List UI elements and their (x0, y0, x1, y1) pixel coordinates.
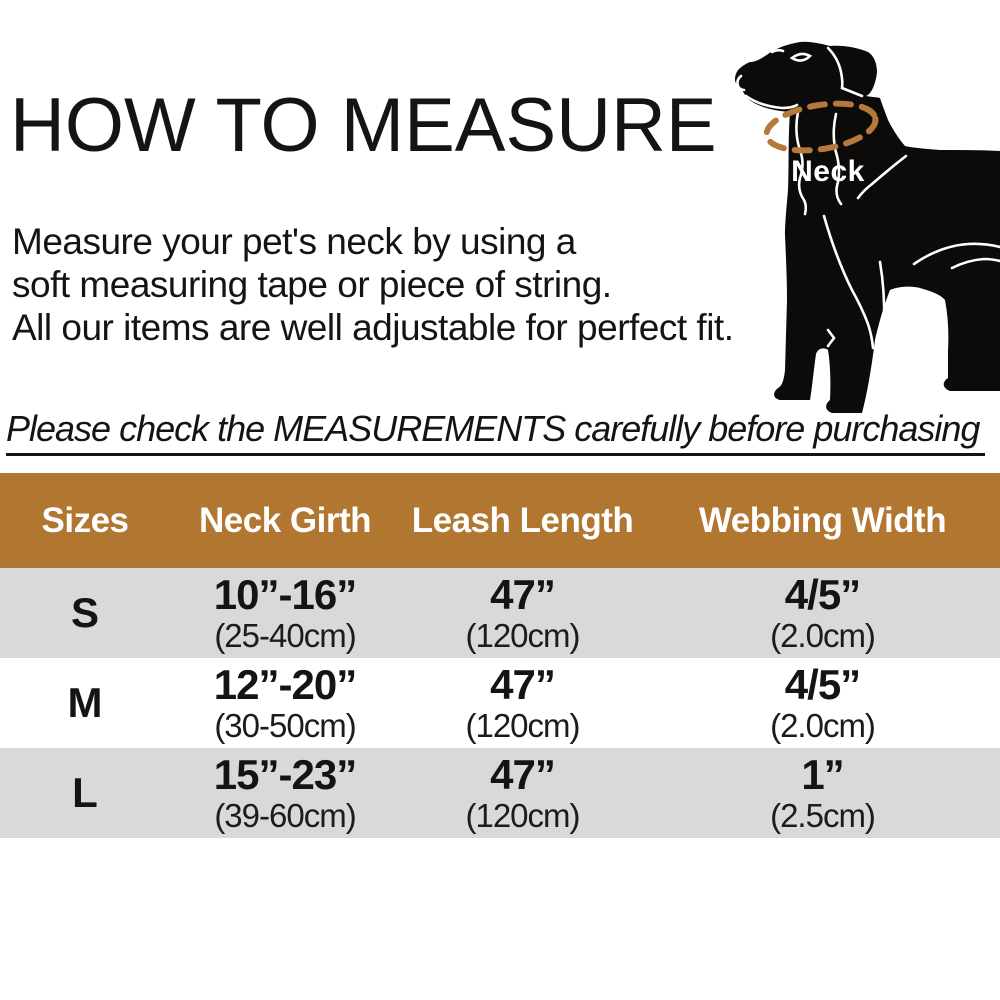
dog-detail-lines (736, 46, 1000, 350)
intro-line: All our items are well adjustable for pe… (12, 307, 734, 348)
table-cell: 15”-23” (39-60cm) (170, 748, 400, 838)
page-title: HOW TO MEASURE (10, 83, 717, 168)
value-inches: 10”-16” (213, 570, 357, 618)
value-inches: 1” (801, 750, 844, 798)
value-cm: (2.0cm) (770, 616, 876, 654)
size-label: S (70, 589, 99, 636)
table-cell: 4/5” (2.0cm) (645, 568, 1000, 658)
value-cm: (30-50cm) (214, 706, 356, 744)
table-cell: 4/5” (2.0cm) (645, 658, 1000, 748)
size-table: Sizes Neck Girth Leash Length Webbing Wi… (0, 473, 1000, 838)
value-cm: (25-40cm) (214, 616, 356, 654)
table-cell: 12”-20” (30-50cm) (170, 658, 400, 748)
table-header-row: Sizes Neck Girth Leash Length Webbing Wi… (0, 473, 1000, 568)
table-cell: 47” (120cm) (400, 568, 645, 658)
column-header-sizes: Sizes (41, 500, 130, 540)
dog-neck-measure-diagram: Neck (734, 41, 1000, 413)
column-header-webbing-width: Webbing Width (698, 500, 947, 540)
value-cm: (120cm) (465, 706, 580, 744)
value-inches: 4/5” (784, 660, 861, 708)
value-cm: (39-60cm) (214, 796, 356, 834)
intro-line: Measure your pet's neck by using a (12, 221, 576, 262)
value-cm: (120cm) (465, 796, 580, 834)
column-header-leash-length: Leash Length (411, 500, 634, 540)
neck-measure-ellipse (763, 100, 879, 154)
neck-label: Neck (791, 155, 865, 188)
size-label: L (72, 769, 98, 816)
value-inches: 12”-20” (213, 660, 357, 708)
value-inches: 47” (490, 660, 556, 708)
table-cell: 47” (120cm) (400, 748, 645, 838)
intro-text: Measure your pet's neck by using a soft … (12, 220, 734, 349)
table-row-size-l: L 15”-23” (39-60cm) 47” (120cm) 1” (2.5c… (0, 748, 1000, 838)
value-inches: 47” (490, 750, 556, 798)
table-cell: 1” (2.5cm) (645, 748, 1000, 838)
value-cm: (2.5cm) (770, 796, 876, 834)
measurement-notice: Please check the MEASUREMENTS carefully … (6, 408, 986, 456)
intro-line: soft measuring tape or piece of string. (12, 264, 612, 305)
value-cm: (2.0cm) (770, 706, 876, 744)
value-inches: 47” (490, 570, 556, 618)
value-cm: (120cm) (465, 616, 580, 654)
table-cell: 10”-16” (25-40cm) (170, 568, 400, 658)
table-row-size-s: S 10”-16” (25-40cm) 47” (120cm) 4/5” (2.… (0, 568, 1000, 658)
size-label: M (67, 679, 103, 726)
column-header-neck-girth: Neck Girth (199, 500, 372, 540)
table-row-size-m: M 12”-20” (30-50cm) 47” (120cm) 4/5” (2.… (0, 658, 1000, 748)
value-inches: 4/5” (784, 570, 861, 618)
dog-silhouette-icon (734, 41, 1000, 413)
value-inches: 15”-23” (213, 750, 357, 798)
table-cell: 47” (120cm) (400, 658, 645, 748)
